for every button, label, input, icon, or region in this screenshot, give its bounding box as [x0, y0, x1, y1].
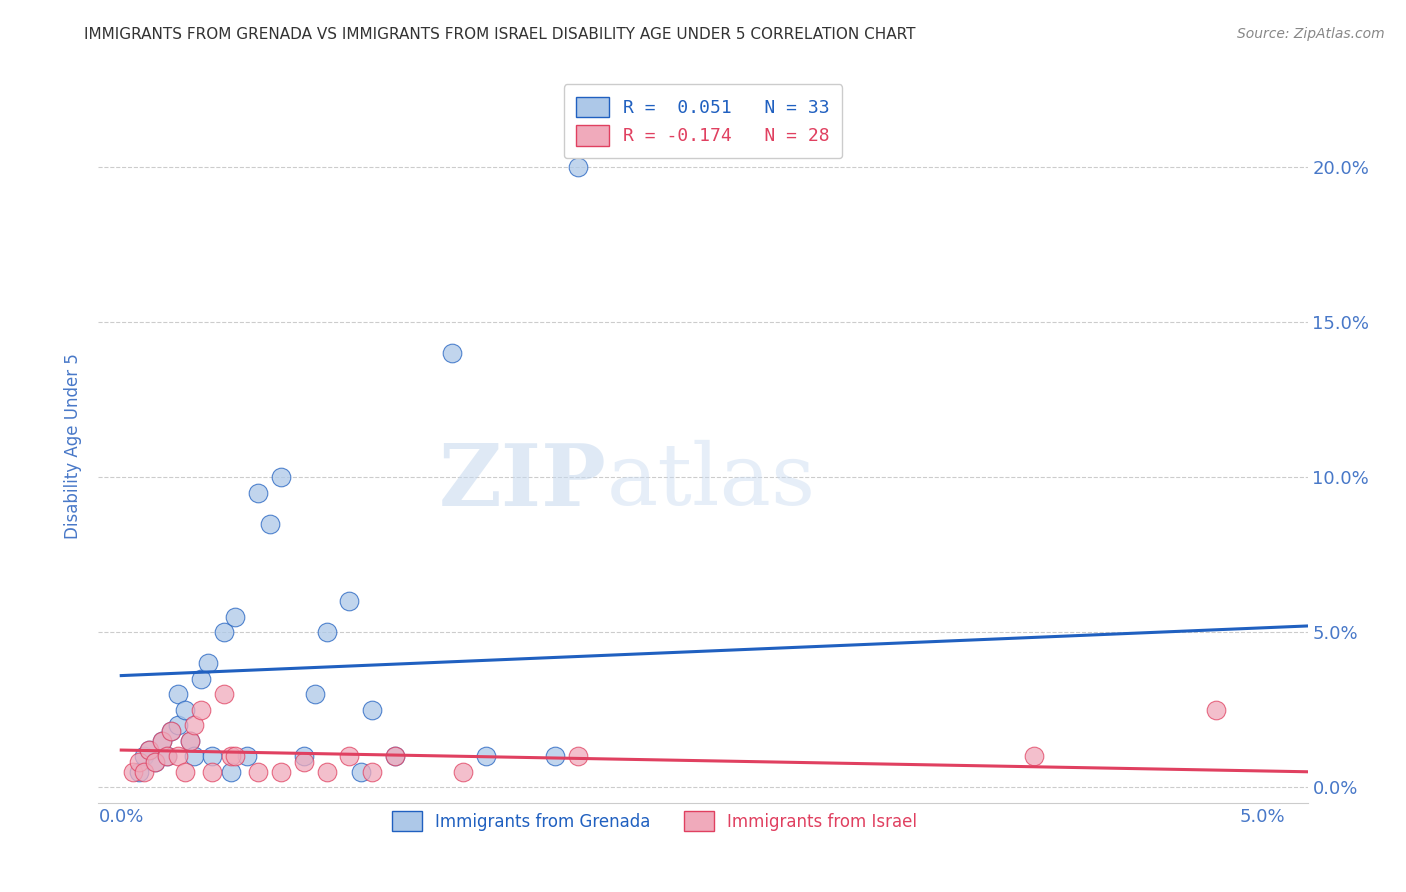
Point — [167, 749, 190, 764]
Point — [132, 749, 155, 764]
Point — [475, 749, 498, 764]
Point — [350, 764, 373, 779]
Point — [219, 749, 242, 764]
Point — [212, 625, 235, 640]
Point — [235, 749, 257, 764]
Point — [160, 724, 183, 739]
Point — [156, 749, 179, 764]
Point — [1022, 749, 1045, 764]
Point — [219, 764, 242, 779]
Point — [337, 749, 360, 764]
Point — [567, 160, 589, 174]
Text: IMMIGRANTS FROM GRENADA VS IMMIGRANTS FROM ISRAEL DISABILITY AGE UNDER 5 CORRELA: IMMIGRANTS FROM GRENADA VS IMMIGRANTS FR… — [84, 27, 915, 42]
Point — [361, 764, 384, 779]
Point — [247, 764, 270, 779]
Point — [315, 764, 337, 779]
Point — [361, 703, 384, 717]
Point — [121, 764, 143, 779]
Point — [1205, 703, 1227, 717]
Point — [150, 733, 173, 747]
Point — [201, 749, 224, 764]
Point — [259, 516, 281, 531]
Point — [145, 756, 167, 770]
Point — [201, 764, 224, 779]
Point — [441, 346, 464, 360]
Point — [150, 733, 173, 747]
Point — [156, 749, 179, 764]
Point — [183, 718, 205, 732]
Point — [190, 672, 212, 686]
Legend: Immigrants from Grenada, Immigrants from Israel: Immigrants from Grenada, Immigrants from… — [385, 805, 924, 838]
Point — [179, 733, 201, 747]
Point — [337, 594, 360, 608]
Point — [270, 764, 292, 779]
Text: ZIP: ZIP — [439, 440, 606, 524]
Point — [128, 756, 150, 770]
Point — [174, 703, 197, 717]
Point — [167, 687, 190, 701]
Point — [224, 609, 246, 624]
Point — [247, 485, 270, 500]
Point — [160, 724, 183, 739]
Point — [190, 703, 212, 717]
Point — [183, 749, 205, 764]
Point — [292, 756, 315, 770]
Point — [544, 749, 567, 764]
Point — [304, 687, 326, 701]
Point — [197, 656, 219, 670]
Point — [270, 470, 292, 484]
Point — [128, 764, 150, 779]
Point — [292, 749, 315, 764]
Point — [167, 718, 190, 732]
Point — [132, 764, 155, 779]
Point — [384, 749, 406, 764]
Text: Source: ZipAtlas.com: Source: ZipAtlas.com — [1237, 27, 1385, 41]
Point — [145, 756, 167, 770]
Text: atlas: atlas — [606, 440, 815, 524]
Point — [315, 625, 337, 640]
Point — [212, 687, 235, 701]
Point — [384, 749, 406, 764]
Point — [179, 733, 201, 747]
Point — [224, 749, 246, 764]
Point — [567, 749, 589, 764]
Point — [138, 743, 160, 757]
Point — [453, 764, 475, 779]
Point — [174, 764, 197, 779]
Point — [138, 743, 160, 757]
Y-axis label: Disability Age Under 5: Disability Age Under 5 — [65, 353, 83, 539]
